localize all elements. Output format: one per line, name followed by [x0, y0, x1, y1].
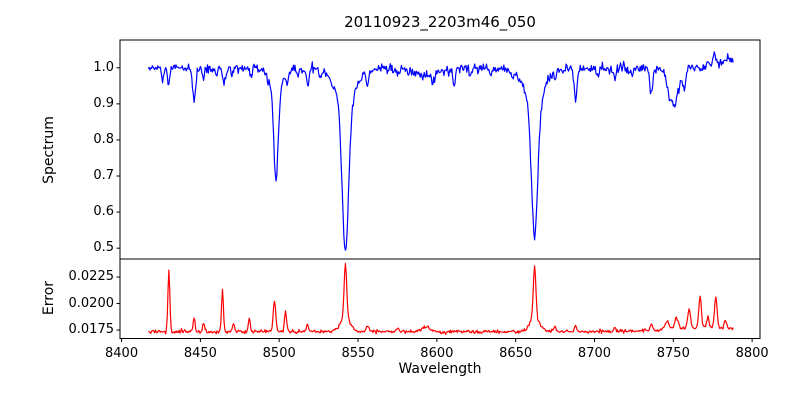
x-tick-label: 8400 — [105, 345, 139, 361]
x-tick-label: 8650 — [499, 345, 533, 361]
plot-title: 20110923_2203m46_050 — [344, 13, 536, 31]
spectrum-y-tick-label: 0.7 — [93, 168, 114, 184]
x-tick-label: 8550 — [341, 345, 375, 361]
x-tick-label: 8700 — [577, 345, 612, 361]
x-tick-label: 8600 — [420, 345, 454, 361]
spectrum-y-tick-label: 0.5 — [93, 240, 114, 256]
x-tick-label: 8800 — [735, 345, 769, 361]
x-tick-label: 8750 — [656, 345, 690, 361]
error-y-tick-label: 0.0175 — [68, 322, 115, 338]
error-y-tick-label: 0.0200 — [68, 295, 115, 311]
x-tick-label: 8450 — [183, 345, 217, 361]
spectrum-y-tick-label: 0.6 — [93, 204, 114, 220]
wavelength-x-axis-label: Wavelength — [398, 361, 482, 377]
spectrum-y-tick-label: 0.8 — [93, 131, 114, 147]
spectrum-y-tick-label: 1.0 — [93, 59, 114, 75]
x-tick-label: 8500 — [262, 345, 296, 361]
error-y-tick-label: 0.0225 — [68, 269, 115, 285]
spectrum-y-tick-label: 0.9 — [93, 95, 114, 111]
